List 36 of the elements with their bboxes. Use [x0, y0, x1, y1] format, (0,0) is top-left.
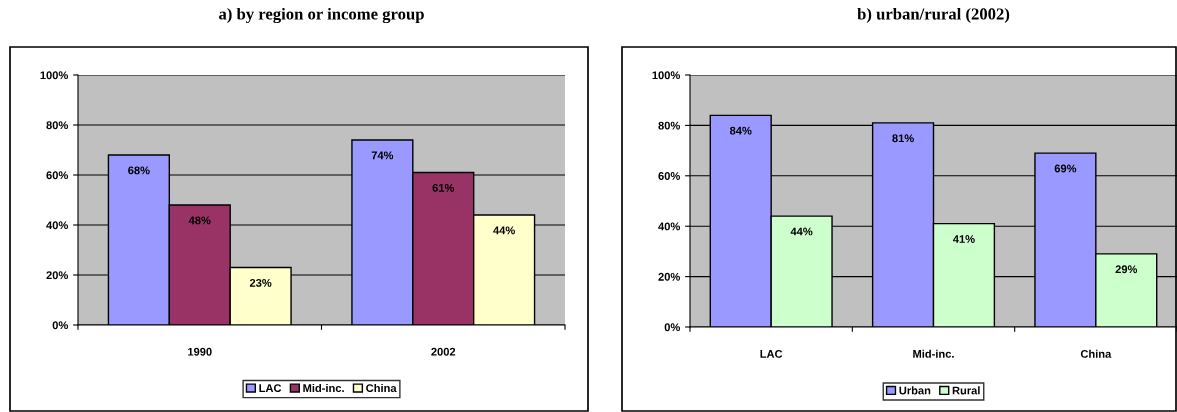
data-label: 69%	[1054, 164, 1077, 173]
y-tick-label: 60%	[658, 172, 680, 180]
data-label: 41%	[952, 235, 975, 243]
data-label: 81%	[892, 134, 914, 143]
data-label: 84%	[729, 126, 752, 135]
data-label: 29%	[1115, 265, 1138, 274]
data-label: 74%	[371, 151, 394, 160]
data-label: 68%	[128, 166, 150, 175]
y-tick-label: 40%	[658, 222, 680, 231]
y-tick-label: 40%	[46, 221, 68, 230]
y-tick-label: 100%	[652, 71, 680, 80]
x-tick-label: Mid-inc.	[913, 349, 954, 358]
y-tick-label: 80%	[658, 121, 680, 130]
y-tick-label: 80%	[46, 121, 68, 130]
x-tick-label: 1990	[188, 347, 212, 356]
y-tick-label: 0%	[52, 321, 68, 330]
data-label: 44%	[790, 227, 813, 236]
x-tick-label: 2002	[431, 347, 456, 356]
chart-title: a) by region or income group	[219, 7, 424, 24]
y-tick-label: 0%	[664, 323, 680, 332]
legend-label: Rural	[952, 386, 980, 395]
data-label: 48%	[188, 216, 211, 225]
legend-label: Mid-inc.	[303, 383, 344, 393]
y-tick-label: 20%	[658, 272, 680, 281]
y-tick-label: 20%	[46, 271, 68, 280]
chart-title: b) urban/rural (2002)	[857, 7, 1010, 23]
x-tick-label: China	[1080, 349, 1112, 358]
x-tick-label: LAC	[760, 349, 783, 358]
data-label: 61%	[432, 183, 455, 192]
legend-label: LAC	[259, 384, 282, 393]
data-label: 23%	[249, 278, 272, 287]
y-tick-label: 100%	[40, 71, 68, 80]
data-label: 44%	[493, 226, 515, 235]
y-tick-label: 60%	[46, 171, 68, 180]
legend-label: Urban	[899, 386, 931, 395]
legend-label: China	[366, 383, 397, 393]
